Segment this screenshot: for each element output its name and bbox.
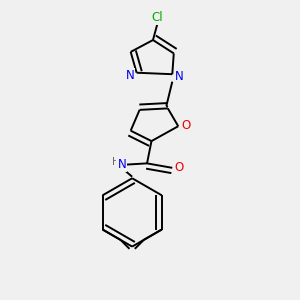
Text: N: N [126,69,134,82]
Text: Cl: Cl [152,11,163,24]
Text: N: N [117,158,126,171]
Text: H: H [112,157,120,167]
Text: N: N [175,70,183,83]
Text: O: O [181,119,190,132]
Text: O: O [174,161,184,174]
